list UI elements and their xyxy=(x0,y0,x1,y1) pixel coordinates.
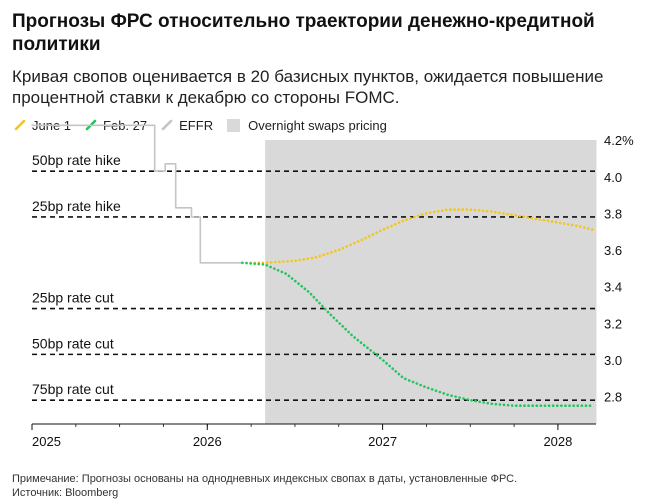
legend-item-effr: EFFR xyxy=(161,118,213,133)
y-tick-label-7: 2.8 xyxy=(604,390,622,405)
y-tick-label-0: 4.2% xyxy=(604,133,634,148)
reference-label-4: 75bp rate cut xyxy=(32,381,114,397)
legend-swaps-square-icon xyxy=(227,118,241,132)
footnote: Примечание: Прогнозы основаны на однодне… xyxy=(12,473,518,485)
reference-label-3: 50bp rate cut xyxy=(32,335,114,351)
legend-label-effr: EFFR xyxy=(179,117,214,133)
x-tick-label-2: 2027 xyxy=(368,434,397,449)
source-note: Источник: Bloomberg xyxy=(12,487,119,499)
chart-plot: 50bp rate hike 25bp rate hike 25bp rate cu… xyxy=(31,124,634,449)
y-tick-label-6: 3.0 xyxy=(604,353,622,368)
series-line-effr xyxy=(31,124,244,264)
y-tick-label-5: 3.2 xyxy=(604,316,622,331)
chart-title: Прогнозы ФРС относительно траектории ден… xyxy=(12,11,595,55)
chart-subtitle: Кривая свопов оценивается в 20 базисных … xyxy=(12,67,604,107)
y-tick-label-1: 4.0 xyxy=(604,170,622,185)
reference-label-0: 50bp rate hike xyxy=(32,152,121,168)
x-tick-label-1: 2026 xyxy=(193,434,222,449)
legend: June 1 Feb. 27 EFFR Overnight swaps pric… xyxy=(14,116,401,134)
legend-item-swaps: Overnight swaps pricing xyxy=(227,118,387,133)
series-line-feb-27 xyxy=(241,261,595,408)
swaps-pricing-region xyxy=(265,140,597,424)
y-tick-label-2: 3.8 xyxy=(604,206,622,221)
legend-label-swaps: Overnight swaps pricing xyxy=(248,117,387,133)
x-tick-label-3: 2028 xyxy=(543,434,572,449)
y-tick-label-4: 3.4 xyxy=(604,280,622,295)
x-tick-label-0: 2025 xyxy=(32,434,61,449)
y-tick-label-3: 3.6 xyxy=(604,243,622,258)
reference-label-2: 25bp rate cut xyxy=(32,290,114,306)
legend-june1-slash-icon xyxy=(14,119,26,131)
series-line-june-1 xyxy=(241,208,595,265)
reference-label-1: 25bp rate hike xyxy=(32,198,121,214)
legend-effr-slash-icon xyxy=(161,119,173,131)
